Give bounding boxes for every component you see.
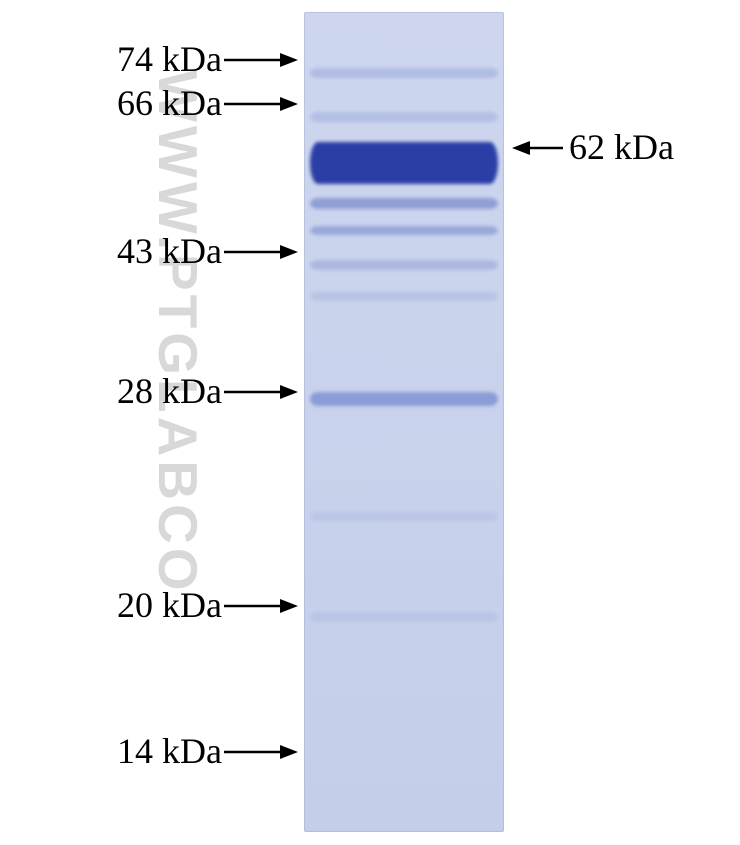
gel-band [310, 292, 498, 301]
result-label-right: 62 kDa [569, 126, 674, 168]
gel-lane [304, 12, 504, 832]
ladder-label: 74 kDa [117, 38, 222, 80]
ladder-label: 66 kDa [117, 82, 222, 124]
gel-band [310, 142, 498, 184]
gel-band [310, 68, 498, 78]
gel-band [310, 392, 498, 406]
gel-band [310, 198, 498, 209]
ladder-label: 14 kDa [117, 730, 222, 772]
gel-band [310, 260, 498, 270]
gel-band [310, 112, 498, 122]
ladder-label: 43 kDa [117, 230, 222, 272]
watermark: WWW.PTGLABCO [146, 70, 210, 595]
gel-band [310, 226, 498, 235]
gel-figure: WWW.PTGLABCO 74 kDa66 kDa 43 kDa 28 kDa 20 … [0, 0, 740, 845]
gel-band [310, 612, 498, 622]
gel-band [310, 512, 498, 521]
ladder-label: 20 kDa [117, 584, 222, 626]
ladder-label: 28 kDa [117, 370, 222, 412]
